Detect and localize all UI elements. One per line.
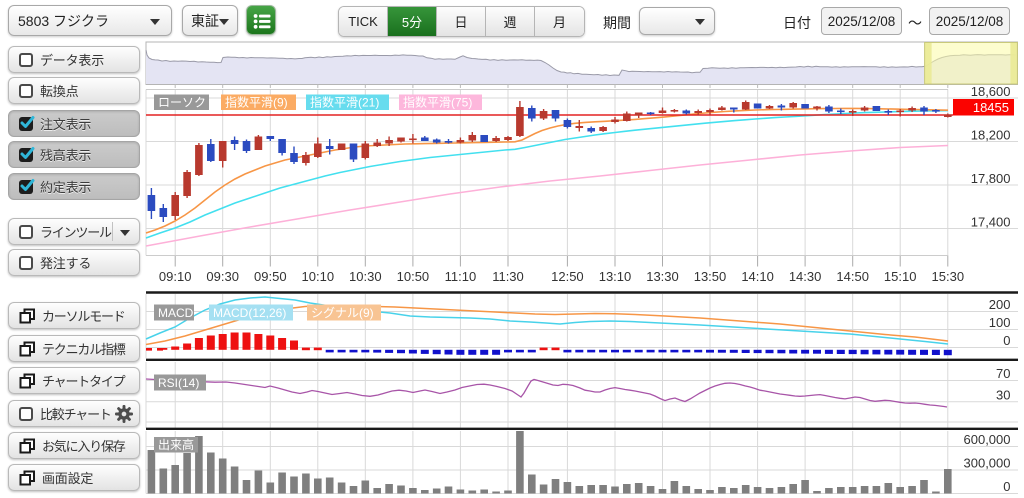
svg-text:指数平滑(9): 指数平滑(9) <box>225 95 288 110</box>
svg-text:14:10: 14:10 <box>741 269 774 284</box>
svg-text:100: 100 <box>989 315 1011 330</box>
svg-text:18455: 18455 <box>973 100 1009 115</box>
svg-text:指数平滑(75): 指数平滑(75) <box>403 95 472 110</box>
svg-text:18,600: 18,600 <box>971 84 1011 99</box>
svg-text:10:30: 10:30 <box>349 269 382 284</box>
svg-text:09:50: 09:50 <box>254 269 287 284</box>
svg-text:MACD: MACD <box>158 306 194 320</box>
svg-text:300,000: 300,000 <box>964 456 1011 471</box>
svg-text:MACD(12,26): MACD(12,26) <box>213 306 286 320</box>
svg-text:15:10: 15:10 <box>884 269 917 284</box>
svg-text:0: 0 <box>1003 333 1010 348</box>
svg-text:14:50: 14:50 <box>836 269 869 284</box>
svg-text:70: 70 <box>996 366 1010 381</box>
svg-text:18,200: 18,200 <box>971 128 1011 143</box>
svg-text:10:50: 10:50 <box>397 269 430 284</box>
svg-text:600,000: 600,000 <box>964 432 1011 447</box>
svg-text:13:50: 13:50 <box>694 269 727 284</box>
svg-text:指数平滑(21): 指数平滑(21) <box>310 95 379 110</box>
svg-text:17,400: 17,400 <box>971 215 1011 230</box>
svg-text:10:10: 10:10 <box>302 269 335 284</box>
svg-text:13:30: 13:30 <box>646 269 679 284</box>
svg-text:13:10: 13:10 <box>599 269 632 284</box>
svg-text:09:30: 09:30 <box>206 269 239 284</box>
svg-text:09:10: 09:10 <box>159 269 192 284</box>
svg-text:ローソク: ローソク <box>158 96 206 110</box>
svg-text:11:10: 11:10 <box>445 269 477 284</box>
svg-text:シグナル(9): シグナル(9) <box>311 306 374 320</box>
svg-text:0: 0 <box>1003 479 1010 494</box>
svg-text:200: 200 <box>989 297 1011 312</box>
svg-text:15:30: 15:30 <box>932 269 965 284</box>
svg-text:RSI(14): RSI(14) <box>158 376 199 390</box>
svg-text:11:30: 11:30 <box>492 269 524 284</box>
svg-text:出来高: 出来高 <box>158 437 194 452</box>
svg-text:14:30: 14:30 <box>789 269 822 284</box>
svg-text:12:50: 12:50 <box>551 269 584 284</box>
svg-text:30: 30 <box>996 387 1010 402</box>
svg-text:17,800: 17,800 <box>971 171 1011 186</box>
